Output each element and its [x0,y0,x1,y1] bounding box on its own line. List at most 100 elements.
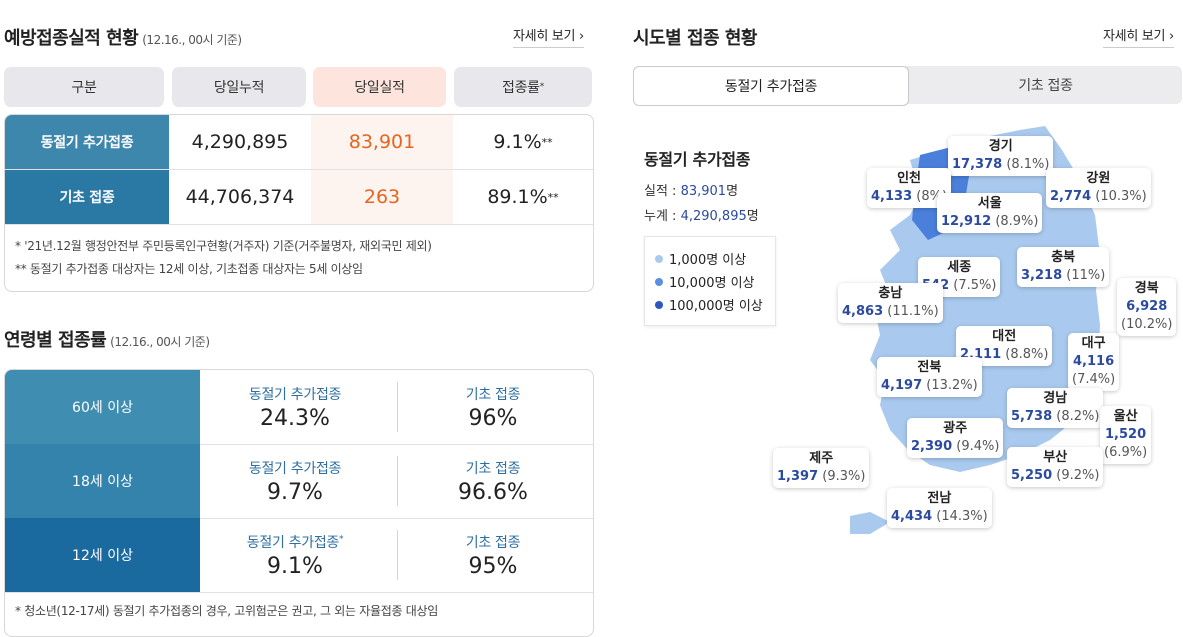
region-jeju[interactable]: 제주 1,397 (9.3%) [773,448,870,488]
header-label: 당일실적 [354,80,405,96]
legend-dot-icon [655,254,663,263]
rate-value: 24.3% [260,406,330,431]
daily-value: 263 [311,170,453,224]
rate-label: 동절기 추가접종* [200,532,390,552]
rate-label: 기초 접종 [465,387,521,403]
panel-title: 동절기 추가접종 [644,150,751,169]
region-name: 전북 [917,360,942,375]
primary-rate: 기초 접종 96% [398,370,588,444]
region-name: 울산 [1113,409,1138,424]
legend-label: 100,000명 이상 [669,299,763,314]
region-ulsan[interactable]: 울산 1,520 (6.9%) [1100,406,1152,464]
rate-value: 89.1% ** [453,170,593,224]
region-count: 17,378 [952,157,1003,172]
region-count: 1,397 [777,469,819,484]
more-link-vaccination[interactable]: 자세히 보기 › [513,25,584,48]
region-name: 전남 [927,491,952,506]
region-percent: (10.2%) [1121,317,1173,332]
row-header: 동절기 추가접종 [5,115,169,169]
jeju-shape [850,512,890,534]
region-busan[interactable]: 부산 5,250 (9.2%) [1007,447,1104,487]
booster-rate: 동절기 추가접종 9.7% [200,444,390,518]
region-count: 1,520 [1105,427,1147,442]
region-daegu[interactable]: 대구 4,116 (7.4%) [1068,333,1120,391]
region-percent: (14.3%) [936,509,988,524]
header-label: 접종률 [502,80,540,96]
region-jeonnam[interactable]: 전남 4,434 (14.3%) [887,488,992,528]
region-percent: (8.1%) [1006,157,1050,172]
region-name: 충남 [878,286,903,301]
region-name: 경기 [988,139,1013,154]
rate-value: 9.7% [267,480,323,505]
header-category: 구분 [4,67,164,107]
region-gyeonggi[interactable]: 경기 17,378 (8.1%) [948,136,1054,176]
region-percent: (8.2%) [1056,409,1100,424]
region-count: 2,774 [1050,189,1092,204]
region-percent: (7.4%) [1072,372,1116,387]
stat-unit: 명 [726,184,739,199]
region-percent: (8.8%) [1005,347,1049,362]
region-chungnam[interactable]: 충남 4,863 (11.1%) [838,283,943,323]
region-name: 인천 [897,171,921,186]
region-status-title: 시도별 접종 현황 [633,28,757,49]
region-gyeongbuk[interactable]: 경북 6,928 (10.2%) [1117,278,1177,336]
region-name: 부산 [1043,450,1068,465]
region-seoul[interactable]: 서울 12,912 (8.9%) [937,193,1043,233]
map-legend: 1,000명 이상 10,000명 이상 100,000명 이상 [644,236,776,326]
region-count: 3,218 [1021,268,1063,283]
age-rate-title: 연령별 접종률 (12.16., 00시 기준) [4,326,210,352]
rate-label-text: 동절기 추가접종 [246,535,340,551]
region-gangwon[interactable]: 강원 2,774 (10.3%) [1046,168,1151,208]
region-gwangju[interactable]: 광주 2,390 (9.4%) [907,418,1004,458]
region-name: 서울 [977,196,1002,211]
rate-value: 95% [468,554,518,579]
region-chungbuk[interactable]: 충북 3,218 (11%) [1017,247,1110,287]
row-header: 기초 접종 [5,170,169,224]
vaccination-status-title: 예방접종실적 현황 (12.16., 00시 기준) [4,24,242,50]
region-count: 5,738 [1011,409,1053,424]
stat-unit: 명 [746,209,759,224]
region-count: 4,863 [842,304,884,319]
legend-label: 1,000명 이상 [669,253,747,268]
region-gyeongnam[interactable]: 경남 5,738 (8.2%) [1007,388,1104,428]
region-percent: (10.3%) [1095,189,1147,204]
table-row: 12세 이상 동절기 추가접종* 9.1% 기초 접종 95% [5,518,593,593]
section-subtitle: (12.16., 00시 기준) [142,33,242,47]
rate-label: 기초 접종 [465,461,521,477]
more-link-label: 자세히 보기 [513,29,576,44]
footnote-mark: ** [541,135,553,149]
primary-rate: 기초 접종 95% [398,518,588,592]
daily-stat: 실적 : 83,901명 [644,180,738,199]
region-percent: (9.3%) [822,469,866,484]
vaccination-table: 동절기 추가접종 4,290,895 83,901 9.1% ** 기초 접종 4… [4,114,594,292]
region-count: 4,197 [881,378,923,393]
region-count: 4,434 [891,509,933,524]
divider [397,382,398,432]
region-name: 강원 [1086,171,1111,186]
primary-rate: 기초 접종 96.6% [398,444,588,518]
footnote-mark: * [539,82,545,92]
tab-booster[interactable]: 동절기 추가접종 [633,66,909,106]
more-link-region[interactable]: 자세히 보기 › [1103,25,1174,48]
legend-item: 1,000명 이상 [655,249,746,268]
header-daily: 당일실적 [313,67,446,107]
chevron-right-icon: › [578,29,584,44]
rate-text: 9.1% [493,131,542,153]
region-count: 4,133 [871,189,913,204]
table-row: 동절기 추가접종 4,290,895 83,901 9.1% ** [5,115,593,170]
stat-label: 실적 : [644,184,677,199]
region-percent: (6.9%) [1104,445,1148,460]
legend-item: 10,000명 이상 [655,272,755,291]
tab-primary[interactable]: 기초 접종 [1018,78,1073,94]
region-percent: (11.1%) [887,304,939,319]
rate-label: 기초 접종 [465,535,521,551]
legend-dot-icon [655,277,663,286]
section-subtitle: (12.16., 00시 기준) [110,335,210,349]
region-jeonbuk[interactable]: 전북 4,197 (13.2%) [877,357,982,397]
table-row: 기초 접종 44,706,374 263 89.1% ** [5,170,593,225]
legend-dot-icon [655,300,663,309]
rate-value: 9.1% [267,554,323,579]
footnote-mark: ** [547,190,559,204]
region-percent: (8.9%) [995,214,1039,229]
age-group: 18세 이상 [5,444,200,518]
